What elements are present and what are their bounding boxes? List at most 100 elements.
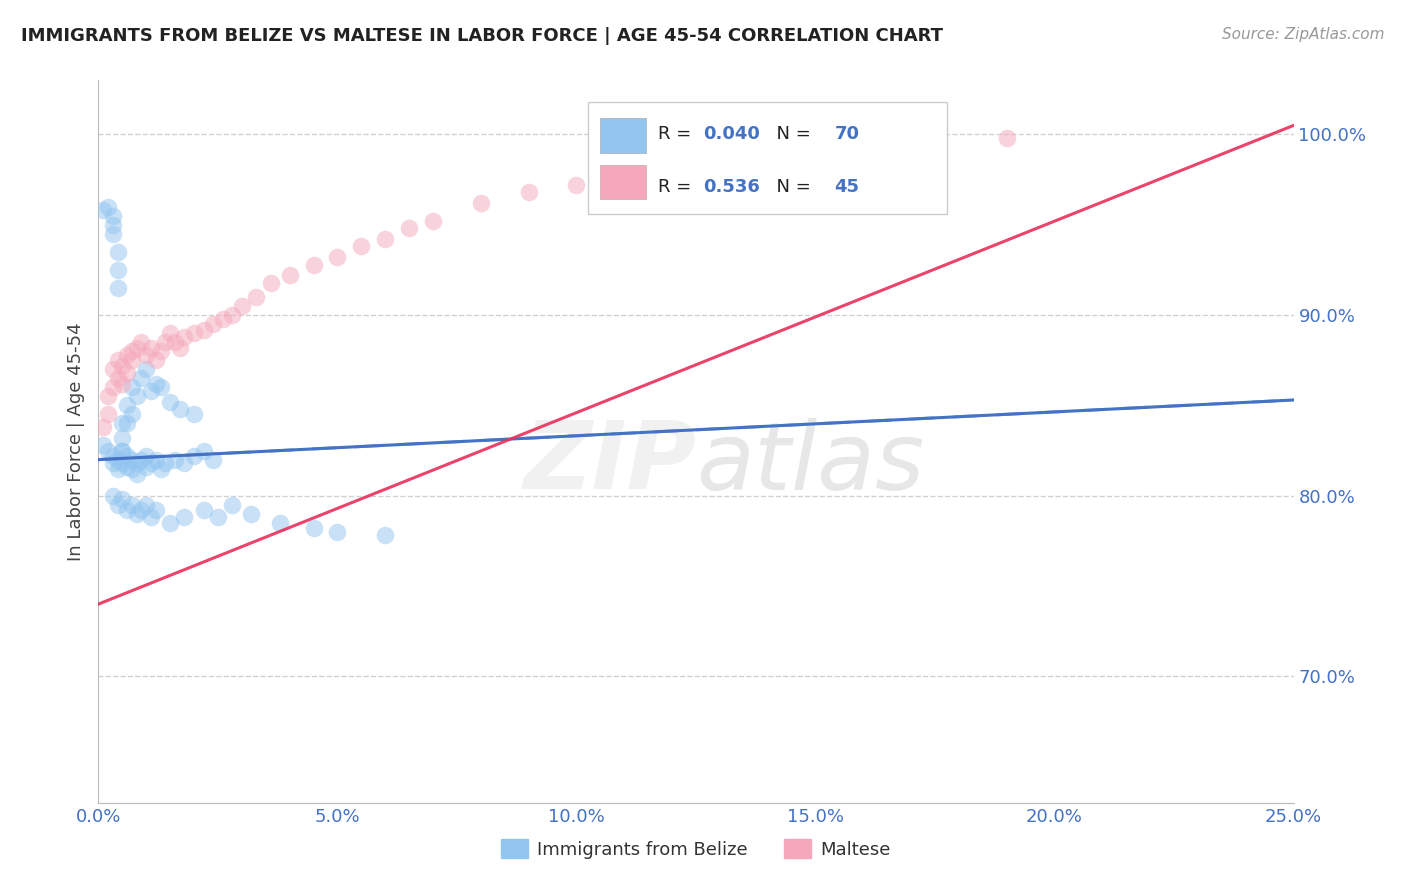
Point [125,341,148,355]
Point [101,489,124,503]
Point [995,131,1018,145]
Point [115,366,138,380]
Point [115,417,138,431]
Point [91,438,114,452]
Point [661,163,683,178]
Point [111,492,134,507]
Point [115,449,138,463]
Point [107,461,129,475]
Point [131,452,153,467]
Text: 45: 45 [835,178,859,196]
Point [139,384,162,398]
Point [107,263,129,277]
Point [326,524,349,539]
Text: 0.040: 0.040 [703,126,761,144]
FancyBboxPatch shape [589,102,948,214]
Point [121,380,143,394]
Point [111,443,134,458]
Text: atlas: atlas [696,417,924,508]
Point [131,335,153,350]
Text: 70: 70 [835,126,859,144]
Point [111,443,134,458]
Text: IMMIGRANTS FROM BELIZE VS MALTESE IN LABOR FORCE | AGE 45-54 CORRELATION CHART: IMMIGRANTS FROM BELIZE VS MALTESE IN LAB… [21,27,943,45]
Point [173,510,195,524]
Point [145,353,167,368]
Point [193,322,215,336]
Point [259,276,281,290]
Point [159,516,181,530]
Text: N =: N = [765,126,817,144]
Point [804,149,827,163]
Point [173,456,195,470]
Text: R =: R = [658,178,697,196]
Y-axis label: In Labor Force | Age 45-54: In Labor Force | Age 45-54 [66,322,84,561]
Point [207,510,229,524]
Point [163,452,186,467]
Point [101,209,124,223]
Point [398,221,420,235]
Point [145,503,167,517]
Point [149,461,172,475]
Point [139,456,162,470]
Point [107,371,129,385]
Point [125,467,148,481]
Point [125,389,148,403]
Point [131,503,153,517]
Point [111,359,134,373]
Text: R =: R = [658,126,697,144]
Point [302,258,325,272]
Point [91,420,114,434]
Point [101,380,124,394]
FancyBboxPatch shape [600,165,645,200]
Text: 0.536: 0.536 [703,178,761,196]
Point [374,232,396,246]
Point [193,443,215,458]
Point [101,218,124,232]
Point [565,178,588,192]
Point [101,362,124,376]
Point [115,503,138,517]
Point [302,521,325,535]
Point [97,200,120,214]
Point [107,452,129,467]
Point [111,417,134,431]
Point [135,362,157,376]
Point [101,456,124,470]
Point [107,498,129,512]
Point [145,452,167,467]
Point [278,268,301,283]
Point [470,196,492,211]
Point [422,214,444,228]
Point [135,449,157,463]
Point [155,335,177,350]
Point [149,380,172,394]
Point [183,449,205,463]
Point [115,348,138,362]
Legend: Immigrants from Belize, Maltese: Immigrants from Belize, Maltese [494,832,898,866]
Point [159,326,181,340]
Point [159,394,181,409]
Point [135,498,157,512]
Point [221,498,243,512]
Point [183,326,205,340]
Point [97,443,120,458]
Point [231,299,253,313]
Point [145,376,167,391]
Point [121,344,143,359]
Point [139,510,162,524]
Point [163,335,186,350]
Point [111,376,134,391]
Point [245,290,267,304]
Point [374,528,396,542]
Point [107,244,129,259]
Point [131,371,153,385]
Point [240,507,263,521]
Point [115,398,138,412]
Point [121,461,143,475]
Point [107,281,129,295]
Point [149,344,172,359]
Point [101,227,124,241]
FancyBboxPatch shape [600,118,645,153]
Point [183,408,205,422]
Point [202,452,225,467]
